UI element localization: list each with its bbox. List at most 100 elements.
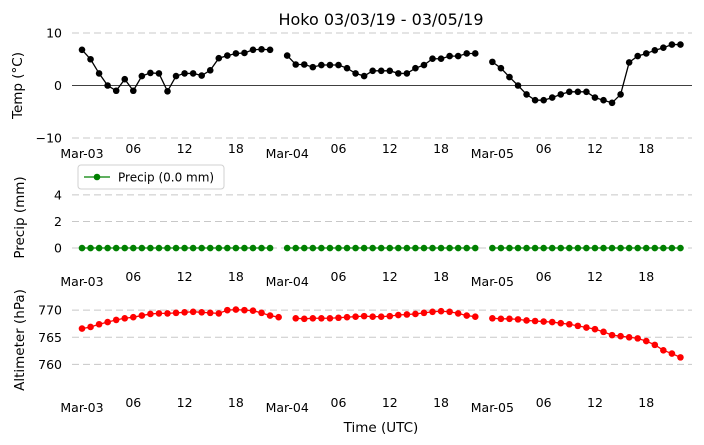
temp-data-point [343, 64, 351, 72]
altimeter-data-point [446, 308, 453, 316]
precip-x-tick-label: 06 [125, 269, 141, 284]
temp-data-point [318, 61, 325, 69]
precip-data-point [147, 244, 154, 252]
precip-data-point [446, 244, 453, 252]
temp-data-point [642, 50, 650, 57]
altimeter-x-tick-label: 18 [433, 395, 449, 410]
precip-data-point [87, 244, 94, 252]
precip-data-point [583, 244, 590, 252]
altimeter-data-point [360, 312, 368, 320]
temp-data-point [617, 91, 624, 98]
precip-data-point [292, 244, 300, 252]
temp-data-point [352, 70, 359, 77]
altimeter-data-point [309, 314, 317, 322]
temp-data-point [300, 61, 308, 68]
panels-layer: −10 0 10 Temp (°C) Mar-03 06 12 18 Mar-04 06 12 18 M… [10, 26, 692, 415]
temp-data-point [403, 70, 411, 77]
temp-data-point [634, 52, 642, 60]
altimeter-data-point [523, 317, 530, 324]
temp-x-tick-label: 12 [587, 141, 603, 156]
temp-data-point [232, 50, 240, 57]
precip-data-point [429, 244, 436, 252]
altimeter-data-point [95, 320, 103, 328]
altimeter-data-point [625, 333, 633, 341]
temp-data-point [181, 70, 188, 77]
temp-data-point [104, 82, 111, 89]
temp-data-point [651, 47, 659, 54]
altimeter-x-tick-label: 06 [331, 395, 347, 410]
temp-data-point [583, 88, 590, 96]
temp-data-point [206, 66, 214, 74]
altimeter-x-tick-label: 12 [382, 395, 398, 410]
temp-x-tick-label: Mar-03 [60, 146, 103, 161]
altimeter-data-point [164, 310, 171, 317]
altimeter-data-point [471, 313, 479, 320]
precip-data-point [360, 244, 368, 252]
altimeter-data-point [112, 316, 120, 324]
altimeter-y-tick-label: 770 [38, 303, 62, 318]
precip-x-tick-label: 06 [536, 269, 552, 284]
precip-data-point [249, 244, 257, 252]
altimeter-data-point [660, 347, 667, 354]
precip-data-point [215, 244, 223, 252]
altimeter-series-line [492, 317, 681, 358]
precip-data-point [224, 244, 231, 252]
temp-data-point [198, 72, 205, 79]
precip-data-point [266, 244, 274, 252]
altimeter-data-point [129, 313, 137, 321]
temp-data-point [377, 67, 385, 75]
altimeter-data-point [249, 307, 257, 314]
altimeter-data-point [540, 318, 547, 325]
temp-x-tick-label: 06 [125, 141, 141, 156]
temp-data-point [283, 52, 291, 59]
altimeter-data-point [557, 319, 565, 327]
altimeter-data-point [87, 323, 94, 331]
temp-data-point [574, 88, 582, 96]
altimeter-y-axis-label: Altimeter (hPa) [12, 289, 28, 391]
altimeter-data-point [437, 307, 445, 315]
temp-data-point [155, 70, 163, 77]
temp-x-tick-label: Mar-05 [471, 146, 514, 161]
precip-data-point [395, 244, 402, 252]
precip-legend: Precip (0.0 mm) [77, 164, 225, 190]
altimeter-data-point [591, 325, 599, 333]
precip-data-point [514, 244, 522, 252]
x-axis-label: Time (UTC) [343, 420, 419, 436]
altimeter-data-point [634, 335, 642, 342]
altimeter-x-tick-label: Mar-05 [471, 400, 514, 415]
temp-x-tick-label: 12 [177, 141, 193, 156]
altimeter-data-point [463, 312, 471, 319]
altimeter-data-point [369, 313, 376, 320]
altimeter-data-point [155, 310, 163, 317]
altimeter-x-tick-label: 18 [228, 395, 244, 410]
temp-data-point [600, 96, 607, 104]
temp-panel: −10 0 10 Temp (°C) Mar-03 06 12 18 Mar-04 06 12 18 M… [10, 26, 692, 161]
precip-data-point [181, 244, 188, 252]
temp-y-tick-label: 10 [46, 26, 62, 41]
precip-data-point [335, 244, 342, 252]
altimeter-data-point [506, 315, 513, 323]
temp-data-point [591, 94, 599, 101]
temp-x-tick-label: 18 [228, 141, 244, 156]
precip-data-point [531, 244, 539, 252]
altimeter-data-point [583, 324, 590, 331]
precip-data-point [412, 244, 419, 252]
legend-box [77, 164, 225, 190]
chart-title: Hoko 03/03/19 - 03/05/19 [278, 10, 483, 29]
precip-x-tick-label: 06 [331, 269, 347, 284]
temp-x-tick-label: 18 [433, 141, 449, 156]
temp-data-point [241, 49, 248, 57]
altimeter-data-point [489, 314, 496, 322]
altimeter-data-point [326, 314, 334, 322]
legend-marker-swatch [93, 173, 101, 181]
precip-data-point [198, 244, 205, 252]
temp-data-point [386, 67, 394, 75]
temp-data-point [446, 52, 453, 60]
altimeter-data-point [548, 318, 556, 326]
precip-y-tick-label: 0 [54, 241, 62, 256]
altimeter-data-point [121, 314, 129, 322]
altimeter-data-point [566, 320, 573, 328]
temp-x-tick-label: Mar-04 [266, 146, 309, 161]
altimeter-x-tick-label: 18 [638, 395, 654, 410]
precip-x-tick-label: Mar-03 [60, 274, 103, 289]
